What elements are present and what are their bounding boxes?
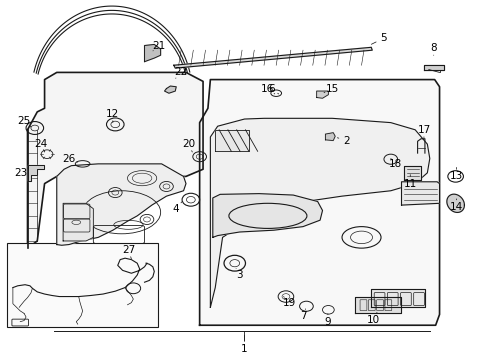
Text: 21: 21 (152, 41, 165, 50)
Polygon shape (164, 86, 176, 93)
Text: 18: 18 (388, 159, 402, 169)
Polygon shape (316, 91, 328, 98)
Text: 23: 23 (15, 168, 28, 178)
Text: 9: 9 (324, 317, 330, 327)
Polygon shape (212, 194, 322, 237)
Polygon shape (370, 289, 424, 307)
Text: 26: 26 (62, 154, 76, 164)
Text: 20: 20 (182, 139, 195, 149)
Text: 2: 2 (343, 136, 349, 145)
Text: 4: 4 (173, 204, 179, 214)
Text: 19: 19 (283, 298, 296, 308)
Text: 15: 15 (325, 84, 338, 94)
Text: 14: 14 (449, 202, 462, 212)
Polygon shape (325, 133, 334, 140)
Polygon shape (173, 47, 371, 68)
Polygon shape (27, 165, 43, 181)
Polygon shape (144, 44, 160, 62)
Text: 11: 11 (403, 179, 416, 189)
Polygon shape (423, 64, 444, 69)
Polygon shape (446, 194, 464, 212)
Text: 3: 3 (236, 270, 243, 280)
Polygon shape (57, 164, 185, 245)
Polygon shape (404, 166, 420, 180)
Text: 25: 25 (18, 116, 31, 126)
Text: 24: 24 (34, 139, 47, 149)
Text: 6: 6 (267, 84, 274, 94)
Text: 1: 1 (241, 343, 247, 354)
Text: 5: 5 (379, 33, 386, 43)
Polygon shape (401, 182, 439, 205)
Text: 12: 12 (106, 109, 119, 119)
Polygon shape (63, 203, 93, 241)
Polygon shape (354, 297, 400, 313)
Polygon shape (27, 72, 203, 248)
Text: 16: 16 (261, 84, 274, 94)
Polygon shape (215, 130, 249, 151)
Text: 27: 27 (122, 245, 135, 255)
Text: 10: 10 (366, 315, 380, 325)
Text: 8: 8 (429, 43, 436, 53)
Text: 7: 7 (299, 311, 305, 321)
FancyBboxPatch shape (6, 243, 158, 327)
Text: 22: 22 (174, 67, 187, 77)
Polygon shape (210, 118, 429, 307)
Text: 13: 13 (449, 171, 462, 181)
Polygon shape (199, 80, 439, 325)
Text: 17: 17 (416, 125, 430, 135)
